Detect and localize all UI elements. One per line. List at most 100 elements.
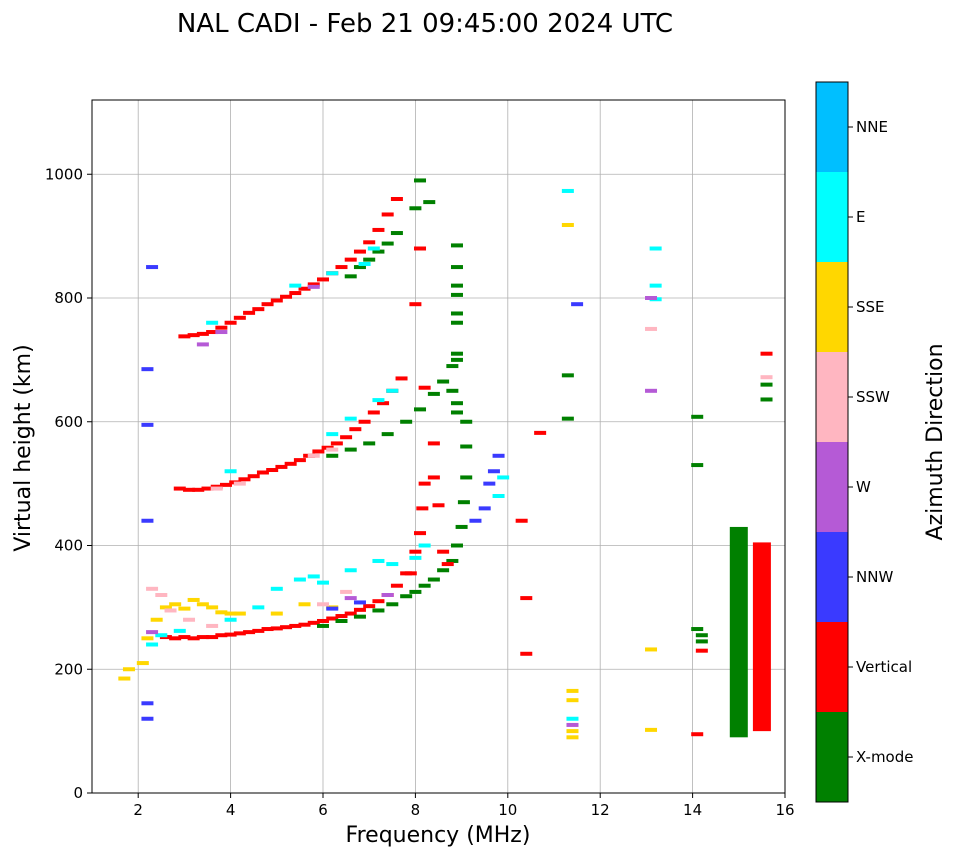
data-point (317, 602, 329, 607)
data-point (233, 631, 246, 636)
data-point (497, 475, 510, 480)
data-point (381, 241, 394, 246)
colorbar-tick-label: NNW (856, 568, 893, 586)
data-point (446, 364, 459, 369)
data-point (261, 302, 274, 307)
data-point (118, 676, 131, 681)
data-point (196, 602, 209, 607)
data-column (729, 526, 748, 738)
data-point (460, 475, 473, 480)
data-point (307, 620, 320, 625)
colorbar-tick-label: E (856, 208, 865, 226)
data-point (414, 407, 427, 412)
data-point (386, 388, 399, 393)
data-point (409, 589, 422, 594)
data-point (169, 636, 182, 641)
data-point (298, 286, 311, 291)
colorbar-label: Azimuth Direction (923, 343, 948, 540)
data-point (150, 617, 163, 622)
colorbar-tick-label: W (856, 478, 871, 496)
data-point (289, 283, 302, 288)
data-point (450, 357, 463, 362)
colorbar-tick-label: NNE (856, 118, 888, 136)
data-point (326, 447, 339, 452)
data-point (450, 311, 463, 316)
data-point (183, 487, 196, 492)
data-point (418, 543, 431, 548)
data-point (566, 735, 579, 740)
data-point (390, 197, 403, 201)
data-point (326, 606, 339, 611)
data-point (252, 307, 265, 312)
colorbar-tick-label: SSE (856, 298, 885, 316)
series-group (344, 231, 403, 279)
data-point (326, 432, 339, 437)
y-tick-label: 600 (54, 413, 83, 431)
series-group (561, 188, 662, 721)
colorbar-segment (816, 352, 848, 442)
data-point (187, 333, 200, 338)
data-point (224, 632, 237, 637)
data-point (146, 265, 159, 270)
colorbar: X-mode Vertical NNW W SSW SSE E NNE (815, 81, 913, 803)
data-point (196, 342, 209, 347)
data-point (427, 577, 440, 582)
data-point (367, 246, 380, 251)
data-point (409, 206, 422, 211)
data-point (141, 701, 154, 706)
x-tick-label: 16 (775, 801, 794, 819)
data-point (367, 410, 380, 415)
data-point (141, 367, 154, 372)
data-point (307, 284, 320, 289)
data-point (233, 481, 246, 486)
data-point (561, 188, 574, 193)
data-point (450, 351, 463, 356)
series-group (561, 222, 658, 740)
data-point (566, 688, 579, 693)
data-point (326, 616, 339, 621)
data-point (372, 227, 385, 232)
data-point (155, 633, 168, 638)
data-point (416, 506, 429, 511)
data-point (450, 265, 463, 270)
data-point (691, 414, 704, 419)
data-point (414, 178, 427, 183)
data-point (335, 618, 348, 623)
colorbar-segment (816, 712, 848, 802)
data-point (372, 398, 385, 403)
data-point (409, 302, 422, 307)
data-point (446, 388, 459, 393)
data-point (386, 602, 399, 607)
data-point (173, 628, 186, 633)
series-group (752, 542, 771, 732)
data-point (377, 401, 390, 406)
data-point (404, 571, 417, 576)
data-point (270, 626, 283, 631)
data-point (344, 416, 357, 421)
data-point (566, 698, 579, 703)
data-point (344, 257, 357, 262)
data-point (141, 518, 154, 523)
data-point (344, 568, 357, 573)
data-point (280, 294, 293, 299)
data-point (478, 506, 491, 511)
data-point (252, 605, 265, 610)
data-point (363, 604, 376, 609)
data-point (409, 555, 422, 560)
series-group (118, 597, 339, 681)
data-point (395, 376, 408, 381)
data-point (695, 639, 708, 644)
chart-title: NAL CADI - Feb 21 09:45:00 2024 UTC (177, 9, 673, 39)
data-point (372, 249, 385, 254)
y-tick-label: 400 (54, 537, 83, 555)
data-point (427, 391, 440, 396)
data-point (192, 487, 205, 492)
data-point (340, 589, 353, 594)
data-point (645, 296, 658, 300)
data-point (215, 325, 228, 330)
data-point (520, 596, 533, 601)
data-point (353, 607, 366, 612)
data-point (760, 397, 773, 402)
series-group (206, 246, 380, 325)
